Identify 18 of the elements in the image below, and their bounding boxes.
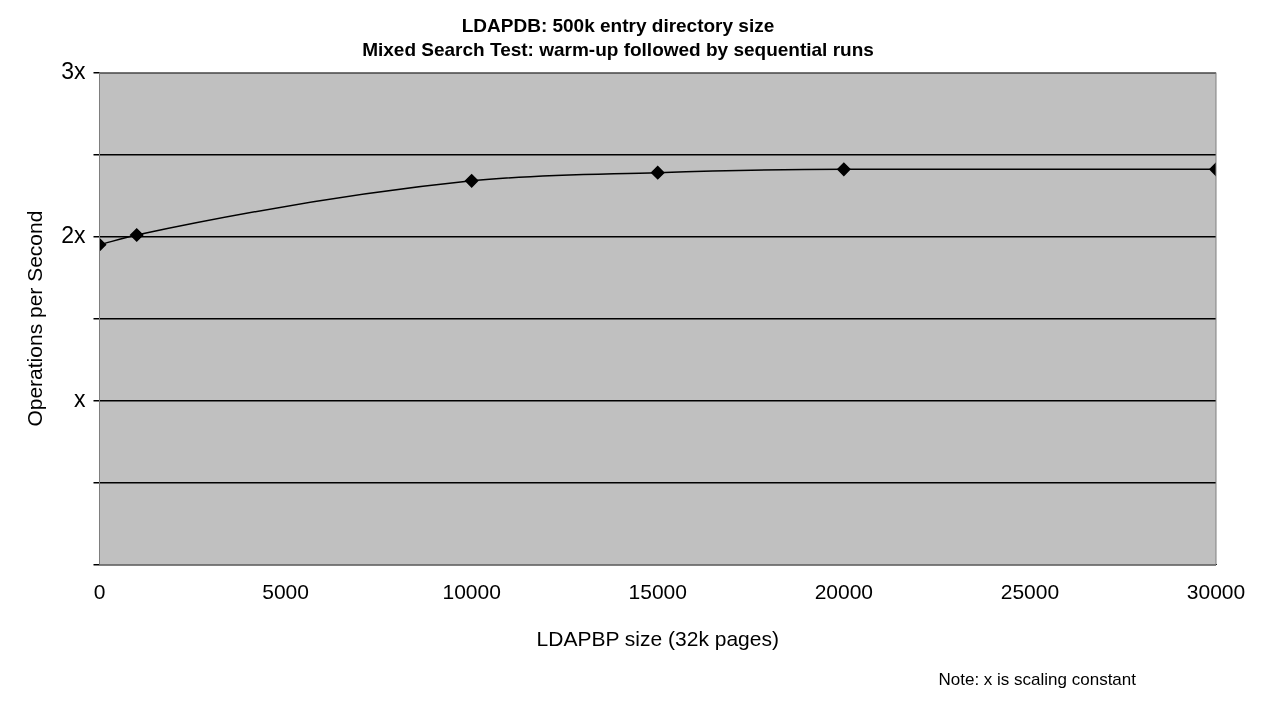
y-axis-title: Operations per Second [23,210,47,427]
x-axis-title: LDAPBP size (32k pages) [536,627,779,651]
x-tick-label: 0 [93,580,106,603]
chart-subtitle: Mixed Search Test: warm-up followed by sequential runs [362,39,874,61]
point [837,162,851,177]
y-tick-label: 3x [61,57,86,84]
chart-title: LDAPDB: 500k entry directory size [461,14,775,36]
x-tick-label: 10000 [442,580,501,603]
y-tick-label: x [73,385,86,412]
x-tick-label: 25000 [1000,580,1060,603]
point [464,174,479,188]
x-tick-label: 5000 [262,580,309,603]
y-tick-label: 2x [61,221,86,248]
x-tick-label: 15000 [628,580,687,603]
text: Note: x is scaling constant [938,670,1136,690]
point [651,165,665,180]
x-tick-label: 30000 [1186,580,1246,603]
x-tick-label: 20000 [814,580,874,603]
